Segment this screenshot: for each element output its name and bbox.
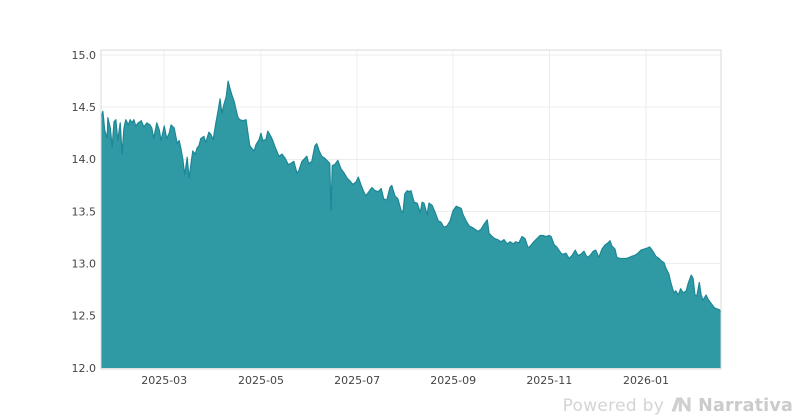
y-tick-label: 14.0 [72,153,97,166]
y-tick-label: 13.0 [72,258,97,271]
series-line [100,80,722,313]
x-tick-label: 2026-01 [623,374,669,387]
y-tick-label: 14.5 [72,101,97,114]
y-tick-label: 12.5 [72,310,97,323]
y-tick-label: 12.0 [72,362,97,375]
narrativa-logo-icon [671,397,691,416]
x-tick-label: 2025-07 [334,374,380,387]
series-area-fill [101,81,721,368]
plot-border [100,49,722,370]
x-tick-label: 2025-11 [526,374,572,387]
x-tick-label: 2025-09 [430,374,476,387]
y-tick-label: 15.0 [72,49,97,62]
x-tick-label: 2025-03 [141,374,187,387]
narrativa-brand-text: Narrativa [698,396,793,416]
y-tick-label: 13.5 [72,205,97,218]
x-tick-label: 2025-05 [238,374,284,387]
powered-by-text: Powered by [562,396,665,416]
powered-by-narrativa-link[interactable]: Powered by Narrativa [563,396,793,416]
